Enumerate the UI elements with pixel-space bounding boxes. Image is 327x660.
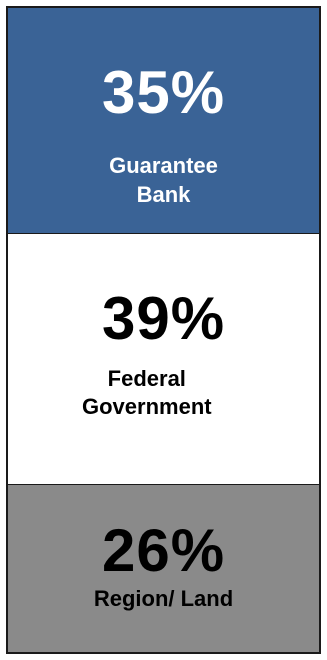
bar-segment: 26% Region/ Land [8,484,319,652]
category-label: Federal Government [82,365,212,420]
data-label: 39% [101,284,226,352]
data-label: 35% [101,59,226,126]
bar-segment: 39% Federal Government [8,232,319,485]
data-label: 26% [101,517,226,585]
stacked-share-bar: 35% Guarantee Bank 39% Federal Government 26… [6,6,321,654]
category-label: Guarantee Bank [109,153,218,207]
bar-segment: 35% Guarantee Bank [8,8,319,233]
category-label: Region/ Land [93,586,234,612]
